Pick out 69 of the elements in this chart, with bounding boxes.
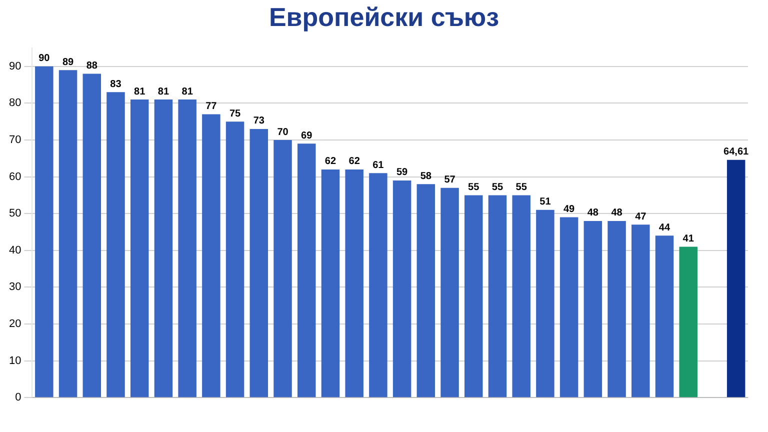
bar (536, 210, 554, 398)
bar (632, 224, 650, 398)
bar (726, 160, 746, 398)
y-tick-label: 80 (8, 97, 22, 110)
bar (154, 100, 173, 398)
y-tick-label: 20 (8, 318, 22, 330)
data-label: 64,61 (724, 146, 750, 158)
y-tick-label: 90 (8, 60, 22, 72)
bar (655, 236, 674, 398)
bar (321, 169, 340, 398)
data-label: 57 (444, 174, 456, 186)
y-tick-label: 0 (15, 392, 22, 404)
bar (226, 122, 244, 398)
data-label: 90 (38, 53, 50, 64)
data-label: 70 (277, 126, 289, 138)
data-label: 75 (229, 108, 242, 120)
data-label: 89 (62, 56, 74, 68)
data-label: 81 (134, 86, 146, 98)
bar (584, 220, 602, 398)
bar (345, 169, 364, 398)
bar (512, 195, 530, 398)
data-label: 61 (372, 160, 384, 171)
bar (35, 66, 54, 398)
y-tick-label: 40 (8, 244, 22, 256)
data-label: 73 (253, 116, 265, 127)
y-tick-label: 10 (8, 354, 22, 367)
data-label: 55 (516, 182, 528, 193)
data-label: 55 (492, 182, 504, 193)
data-label: 55 (468, 182, 480, 193)
bar (440, 188, 459, 398)
data-label: 59 (396, 167, 408, 178)
bar (416, 184, 436, 398)
data-label: 69 (301, 130, 313, 142)
bar (488, 195, 507, 398)
y-tick-label: 70 (8, 134, 22, 146)
data-label: 81 (158, 86, 170, 98)
data-label: 44 (658, 222, 670, 234)
y-tick-label: 50 (8, 208, 22, 220)
data-label: 48 (611, 208, 623, 219)
data-label: 41 (682, 233, 694, 244)
data-label: 62 (348, 156, 360, 168)
data-label: 58 (420, 170, 432, 182)
data-label: 88 (86, 60, 98, 72)
y-tick-label: 60 (8, 170, 22, 183)
chart-title: Европейски съюз (268, 1, 500, 34)
data-label: 81 (182, 86, 194, 98)
bar (202, 114, 220, 398)
data-label: 51 (540, 196, 552, 208)
bar (130, 100, 149, 398)
bar (58, 70, 78, 398)
bar (274, 140, 292, 398)
bar (369, 173, 388, 398)
bar (392, 180, 412, 398)
data-label: 48 (587, 208, 599, 219)
data-label: 83 (110, 78, 122, 90)
bar (250, 128, 268, 398)
bar (464, 195, 483, 398)
bar (560, 217, 578, 398)
bar (106, 92, 125, 398)
bar (679, 246, 698, 398)
bar (178, 100, 196, 398)
bar (82, 74, 102, 398)
bar (608, 220, 626, 398)
bar (297, 144, 316, 398)
data-label: 62 (324, 156, 336, 168)
data-label: 49 (563, 204, 576, 216)
y-tick-label: 30 (8, 281, 22, 294)
data-label: 47 (635, 211, 647, 222)
data-label: 77 (206, 100, 218, 112)
